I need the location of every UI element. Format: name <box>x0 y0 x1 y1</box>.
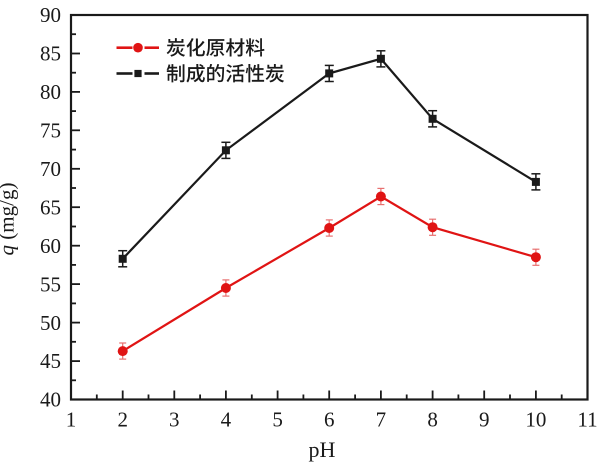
svg-text:8: 8 <box>427 408 438 432</box>
svg-text:11: 11 <box>577 408 597 432</box>
svg-text:1: 1 <box>66 408 77 432</box>
svg-text:80: 80 <box>40 80 61 104</box>
svg-text:2: 2 <box>117 408 128 432</box>
svg-text:q (mg/g): q (mg/g) <box>0 183 19 256</box>
svg-text:pH: pH <box>309 437 336 462</box>
svg-text:60: 60 <box>40 234 61 258</box>
svg-text:10: 10 <box>525 408 546 432</box>
svg-text:5: 5 <box>272 408 283 432</box>
svg-text:7: 7 <box>376 408 387 432</box>
svg-text:75: 75 <box>40 119 61 143</box>
svg-text:45: 45 <box>40 349 61 373</box>
svg-text:6: 6 <box>324 408 335 432</box>
svg-text:50: 50 <box>40 311 61 335</box>
svg-text:3: 3 <box>169 408 180 432</box>
svg-text:4: 4 <box>221 408 232 432</box>
svg-text:9: 9 <box>479 408 490 432</box>
svg-text:85: 85 <box>40 42 61 66</box>
svg-text:90: 90 <box>40 3 61 27</box>
svg-text:40: 40 <box>40 388 61 412</box>
svg-text:70: 70 <box>40 157 61 181</box>
svg-text:55: 55 <box>40 272 61 296</box>
svg-text:65: 65 <box>40 195 61 219</box>
